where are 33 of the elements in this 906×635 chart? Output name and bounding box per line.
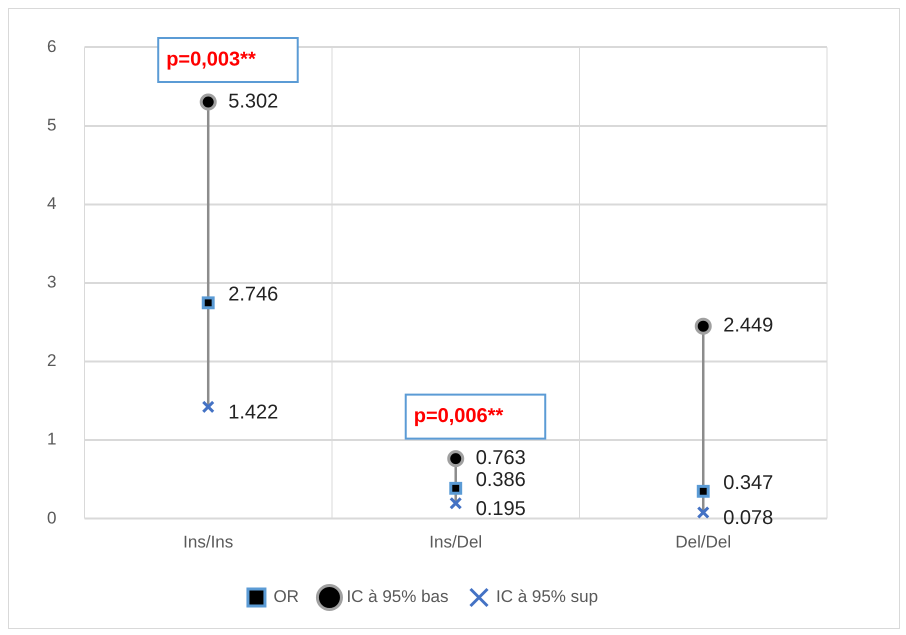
data-label: 2.746 (228, 283, 278, 306)
data-label: 1.422 (228, 401, 278, 424)
data-label: 0.763 (476, 447, 526, 470)
data-label: 5.302 (228, 90, 278, 113)
y-tick-label: 6 (46, 36, 56, 56)
y-tick-label: 1 (46, 430, 56, 449)
point (449, 482, 462, 495)
point (200, 94, 217, 111)
point (696, 484, 710, 498)
y-tick-label: 2 (46, 351, 56, 370)
legend-label: OR (273, 587, 299, 606)
point (696, 506, 710, 519)
x-tick-label: Ins/Ins (183, 532, 234, 552)
point (694, 318, 712, 335)
data-label: 0.078 (723, 506, 774, 529)
y-tick-label: 0 (46, 508, 56, 528)
x-tick-label: Del/Del (675, 532, 732, 552)
legend-label: IC à 95% bas (346, 587, 449, 606)
y-tick-label: 5 (46, 115, 56, 134)
point (202, 296, 215, 310)
point (449, 496, 462, 510)
data-label: 0.195 (476, 498, 526, 520)
point (447, 450, 464, 468)
y-tick-label: 4 (46, 194, 56, 214)
data-label: 0.347 (723, 472, 774, 494)
annotation: p=0,006** (414, 405, 504, 428)
x-tick-label: Ins/Del (429, 532, 482, 552)
y-tick-label: 3 (46, 272, 56, 292)
point (202, 400, 215, 414)
legend-label: IC à 95% sup (496, 587, 598, 606)
annotation: p=0,003** (166, 48, 256, 71)
data-label: 0.386 (476, 468, 526, 491)
data-label: 2.449 (723, 314, 774, 337)
